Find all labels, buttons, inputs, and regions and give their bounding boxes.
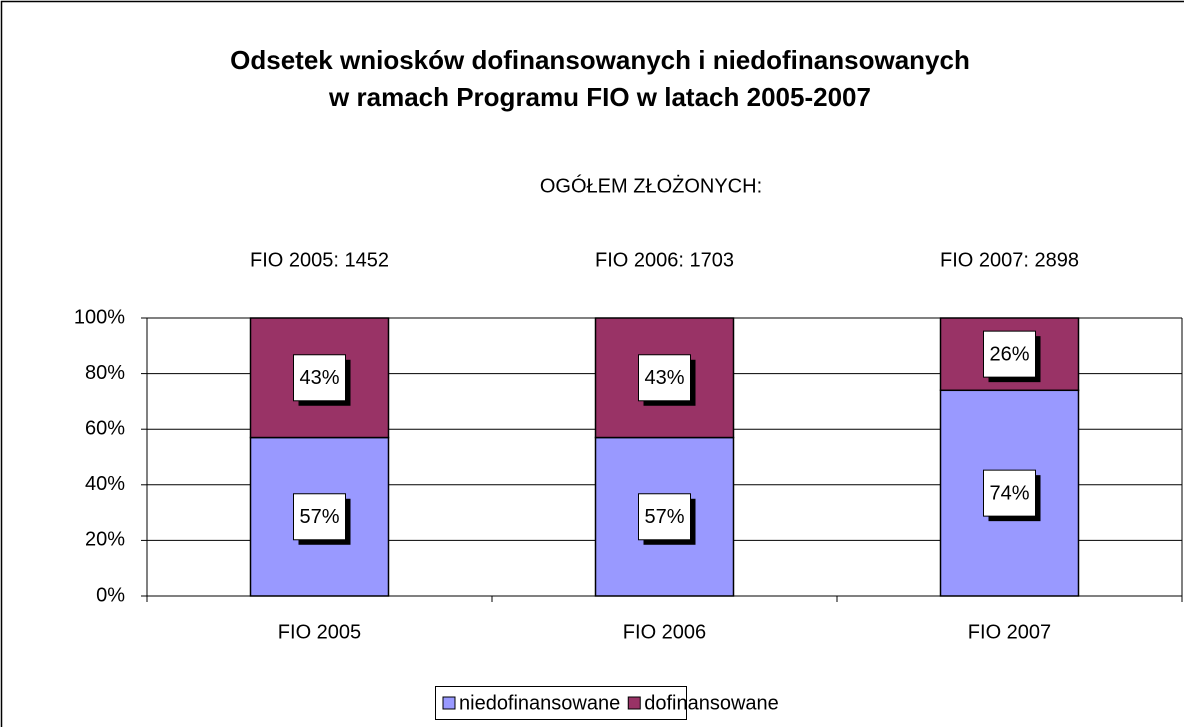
legend-label: dofinansowane bbox=[644, 692, 779, 714]
subtitle: OGÓŁEM ZŁOŻONYCH: bbox=[540, 174, 762, 197]
legend-label: niedofinansowane bbox=[459, 692, 620, 714]
label-box bbox=[638, 354, 691, 402]
y-tick-label: 80% bbox=[85, 362, 125, 384]
y-tick-label: 0% bbox=[96, 584, 125, 606]
y-tick-label: 40% bbox=[85, 473, 125, 495]
value-label: 57% bbox=[644, 506, 684, 528]
annotation: FIO 2006: 1703 bbox=[595, 249, 734, 271]
x-tick-label: FIO 2006 bbox=[623, 621, 706, 643]
chart-title: w ramach Programu FIO w latach 2005-2007 bbox=[328, 82, 871, 112]
legend-swatch bbox=[442, 696, 456, 710]
y-tick-label: 20% bbox=[85, 529, 125, 551]
label-box bbox=[293, 354, 346, 402]
annotation: FIO 2007: 2898 bbox=[940, 249, 1079, 271]
x-tick-label: FIO 2005 bbox=[278, 621, 361, 643]
label-box bbox=[983, 330, 1036, 378]
y-tick-label: 100% bbox=[74, 306, 125, 328]
label-box bbox=[638, 493, 691, 541]
annotation: FIO 2005: 1452 bbox=[250, 249, 389, 271]
chart-title: Odsetek wniosków dofinansowanych i niedo… bbox=[230, 45, 970, 75]
value-label: 26% bbox=[989, 343, 1029, 365]
y-tick-label: 60% bbox=[85, 417, 125, 439]
value-label: 74% bbox=[989, 482, 1029, 504]
label-box bbox=[983, 469, 1036, 517]
legend-swatch bbox=[627, 696, 641, 710]
value-label: 43% bbox=[299, 367, 339, 389]
legend-box bbox=[435, 686, 687, 720]
label-box bbox=[293, 493, 346, 541]
x-tick-label: FIO 2007 bbox=[968, 621, 1051, 643]
value-label: 43% bbox=[644, 367, 684, 389]
value-label: 57% bbox=[299, 506, 339, 528]
